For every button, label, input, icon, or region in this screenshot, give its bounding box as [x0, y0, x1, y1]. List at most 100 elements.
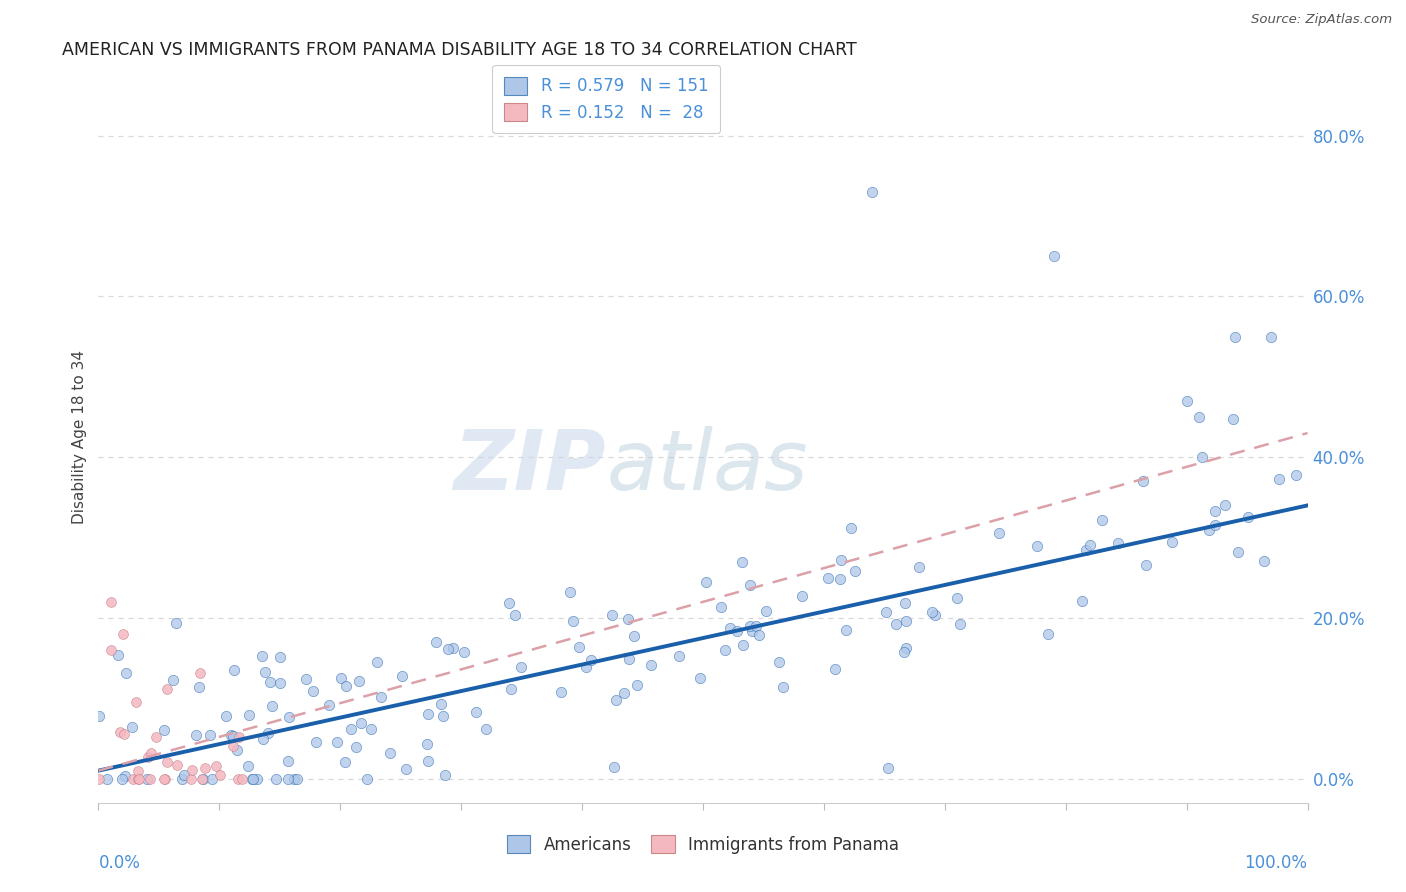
Point [668, 649, 690, 664]
Point [475, 722, 498, 736]
Point [1188, 409, 1211, 424]
Point [1227, 545, 1250, 559]
Point [100, 643, 122, 657]
Point [204, 759, 226, 773]
Point [617, 612, 640, 626]
Point [602, 760, 624, 774]
Point [830, 572, 852, 586]
Point [139, 772, 162, 786]
Point [111, 772, 134, 786]
Point [1036, 627, 1059, 641]
Point [1191, 450, 1213, 464]
Point [562, 614, 585, 628]
Text: ZIP: ZIP [454, 425, 606, 507]
Point [228, 772, 250, 786]
Point [510, 660, 533, 674]
Text: Source: ZipAtlas.com: Source: ZipAtlas.com [1251, 13, 1392, 27]
Point [100, 595, 122, 609]
Point [269, 676, 291, 690]
Point [824, 662, 846, 676]
Y-axis label: Disability Age 18 to 34: Disability Age 18 to 34 [72, 350, 87, 524]
Point [121, 772, 143, 786]
Point [242, 772, 264, 786]
Point [191, 772, 214, 786]
Point [875, 605, 897, 619]
Point [1223, 329, 1246, 343]
Point [613, 685, 636, 699]
Point [277, 754, 299, 768]
Point [115, 665, 138, 680]
Point [209, 768, 232, 782]
Point [318, 698, 340, 712]
Point [640, 658, 662, 673]
Text: 100.0%: 100.0% [1244, 854, 1308, 872]
Point [1268, 473, 1291, 487]
Point [464, 705, 486, 719]
Point [238, 759, 260, 773]
Point [335, 679, 357, 693]
Point [605, 693, 627, 707]
Point [124, 695, 146, 709]
Point [252, 732, 274, 747]
Point [745, 618, 768, 632]
Point [136, 750, 159, 764]
Point [725, 624, 748, 639]
Point [222, 730, 245, 744]
Point [430, 698, 453, 712]
Point [1198, 523, 1220, 537]
Point [370, 690, 392, 704]
Point [626, 678, 648, 692]
Point [152, 772, 174, 786]
Point [921, 605, 943, 619]
Point [860, 185, 883, 199]
Point [503, 608, 526, 623]
Point [156, 755, 179, 769]
Point [395, 762, 418, 776]
Point [194, 760, 217, 774]
Point [257, 726, 280, 740]
Point [894, 641, 917, 656]
Point [1135, 558, 1157, 573]
Point [418, 706, 440, 721]
Point [768, 655, 790, 669]
Point [416, 737, 439, 751]
Point [425, 635, 447, 649]
Point [326, 735, 349, 749]
Point [441, 641, 464, 656]
Point [302, 684, 325, 698]
Point [156, 682, 179, 697]
Point [924, 608, 946, 623]
Point [259, 675, 281, 690]
Point [173, 767, 195, 781]
Point [894, 614, 917, 628]
Point [893, 645, 915, 659]
Point [228, 730, 250, 744]
Point [830, 553, 852, 567]
Point [283, 772, 305, 786]
Point [1175, 393, 1198, 408]
Point [714, 643, 737, 657]
Point [1091, 513, 1114, 527]
Point [349, 673, 371, 688]
Point [1237, 510, 1260, 524]
Point [139, 746, 162, 760]
Point [219, 728, 242, 742]
Point [225, 743, 247, 757]
Point [366, 655, 388, 669]
Point [987, 525, 1010, 540]
Point [1284, 468, 1306, 483]
Point [360, 722, 382, 736]
Point [127, 764, 149, 778]
Point [135, 772, 157, 786]
Point [908, 559, 931, 574]
Point [344, 740, 367, 755]
Point [453, 645, 475, 659]
Point [600, 608, 623, 623]
Point [623, 629, 645, 643]
Point [330, 671, 353, 685]
Point [884, 617, 907, 632]
Point [266, 772, 288, 786]
Point [560, 584, 582, 599]
Point [1204, 518, 1226, 533]
Point [277, 709, 299, 723]
